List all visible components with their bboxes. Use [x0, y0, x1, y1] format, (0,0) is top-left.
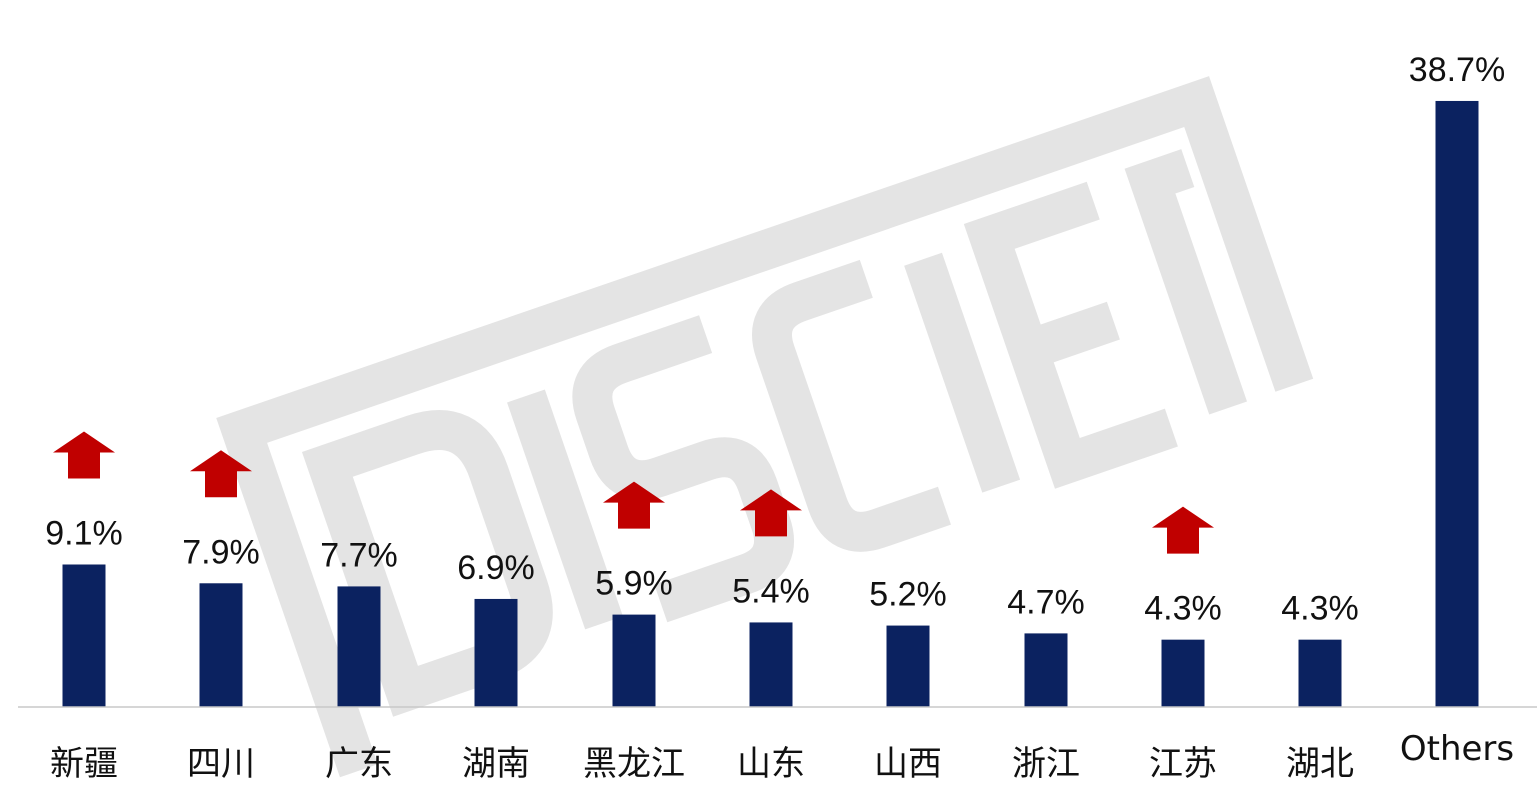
category-label-shanxi: 山西	[874, 744, 942, 784]
up-arrow-icon-shandong	[740, 489, 802, 537]
value-label-hubei: 4.3%	[1281, 590, 1359, 628]
bar-others	[1435, 100, 1479, 707]
bar-hubei	[1298, 639, 1342, 707]
value-label-shandong: 5.4%	[732, 572, 810, 610]
value-label-sichuan: 7.9%	[182, 533, 260, 571]
up-arrow-icon-sichuan	[190, 450, 252, 498]
bar-xinjiang	[62, 564, 106, 707]
bars-group	[62, 100, 1479, 707]
value-label-others: 38.7%	[1409, 51, 1505, 89]
category-label-xinjiang: 新疆	[50, 744, 118, 784]
bar-zhejiang	[1024, 633, 1068, 707]
bar-guangdong	[337, 586, 381, 707]
bar-shandong	[749, 622, 793, 707]
category-label-others: Others	[1400, 729, 1514, 769]
category-label-hunan: 湖南	[462, 744, 530, 784]
category-label-sichuan: 四川	[187, 744, 255, 784]
value-label-xinjiang: 9.1%	[45, 514, 123, 552]
category-labels-group: 新疆 四川 广东 湖南 黑龙江 山东 山西 浙江 江苏 湖北 Others	[50, 729, 1514, 784]
value-label-jiangsu: 4.3%	[1144, 590, 1222, 628]
value-label-heilongjiang: 5.9%	[595, 565, 673, 603]
category-label-shandong: 山东	[737, 744, 805, 784]
category-label-zhejiang: 浙江	[1012, 744, 1080, 784]
up-arrow-icon-heilongjiang	[603, 481, 665, 529]
value-labels-group: 9.1% 7.9% 7.7% 6.9% 5.9% 5.4% 5.2% 4.7% 4.3% 4.3%…	[45, 51, 1505, 628]
value-label-hunan: 6.9%	[457, 549, 535, 587]
bar-heilongjiang	[612, 614, 656, 707]
category-label-heilongjiang: 黑龙江	[583, 744, 685, 784]
bar-jiangsu	[1161, 639, 1205, 707]
category-label-hubei: 湖北	[1286, 744, 1354, 784]
up-arrow-icon-jiangsu	[1152, 506, 1214, 554]
up-arrow-icon-xinjiang	[53, 431, 115, 479]
bar-sichuan	[199, 583, 243, 707]
trend-arrows-group	[53, 431, 1214, 554]
bar-hunan	[474, 598, 518, 707]
category-label-guangdong: 广东	[325, 744, 393, 784]
value-label-zhejiang: 4.7%	[1007, 583, 1085, 621]
category-label-jiangsu: 江苏	[1149, 744, 1217, 784]
bar-shanxi	[886, 625, 930, 707]
value-label-guangdong: 7.7%	[320, 536, 398, 574]
value-label-shanxi: 5.2%	[869, 576, 947, 614]
